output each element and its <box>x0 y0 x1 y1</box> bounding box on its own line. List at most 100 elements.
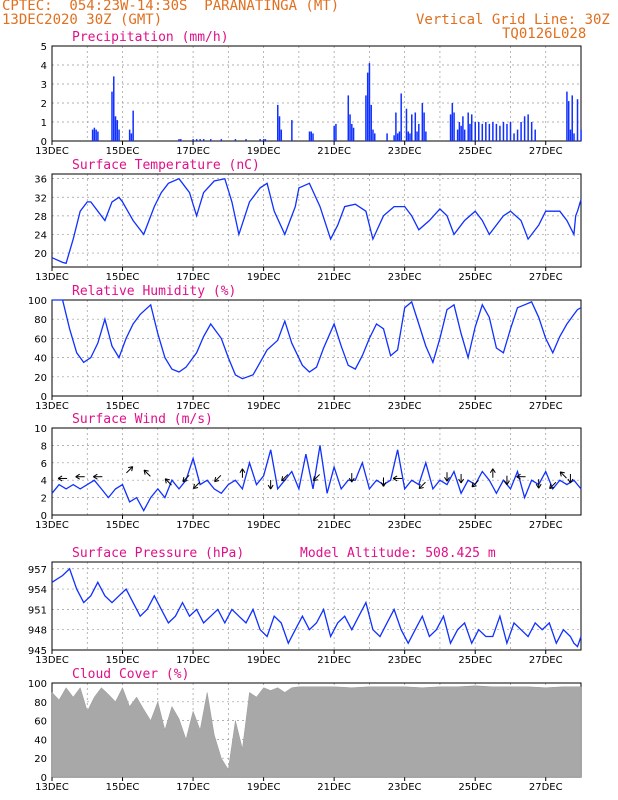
precip-bar <box>277 104 279 141</box>
precip-bar <box>180 139 182 141</box>
wind-line <box>51 445 582 512</box>
precipitation-xtick-label: 27DEC <box>529 146 563 157</box>
cloud-cover-ytick-label: 0 <box>41 773 47 784</box>
precip-bar <box>333 125 335 141</box>
wind-arrow-icon <box>489 468 496 478</box>
precipitation-xtick-label: 13DEC <box>35 146 69 157</box>
pressure-ytick-label: 948 <box>28 626 47 637</box>
humidity-ytick-label: 0 <box>41 392 47 403</box>
precip-bar <box>566 91 568 141</box>
temperature-ytick-label: 36 <box>34 175 47 186</box>
wind-ytick-label: 2 <box>41 494 47 505</box>
precip-bar <box>492 122 494 141</box>
wind-xtick-label: 17DEC <box>176 520 210 531</box>
wind-xtick-label: 23DEC <box>388 520 422 531</box>
precip-bar <box>312 133 314 141</box>
precip-bar <box>423 112 425 141</box>
model-code: TQ0126L028 <box>502 26 587 42</box>
cloud-cover-ytick-label: 60 <box>34 717 47 728</box>
cloud-cover-ytick-label: 100 <box>28 679 47 690</box>
precip-bar <box>488 123 491 141</box>
precipitation-ytick-label: 1 <box>41 118 47 129</box>
precip-bar <box>451 103 454 141</box>
cloud-cover-ytick-label: 40 <box>34 735 47 746</box>
pressure-ytick-label: 945 <box>28 646 47 657</box>
wind-arrow-icon <box>348 473 355 483</box>
wind-arrow-icon <box>312 474 321 482</box>
precip-bar <box>520 122 522 141</box>
temperature-xtick-label: 23DEC <box>388 272 422 283</box>
precip-bar <box>460 125 462 141</box>
wind-arrow-icon <box>93 473 103 480</box>
humidity-xtick-label: 17DEC <box>176 401 210 412</box>
precip-bar <box>365 95 367 141</box>
pressure-xtick-label: 15DEC <box>106 655 140 666</box>
precip-bar <box>474 122 476 141</box>
wind-arrow-icon <box>516 473 526 480</box>
precip-bar <box>351 123 353 141</box>
precip-bar <box>453 112 455 141</box>
precip-bar <box>463 129 466 141</box>
precip-bar <box>195 139 198 141</box>
precip-bar <box>469 123 471 141</box>
humidity-title: Relative Humidity (%) <box>72 284 236 299</box>
precip-bar <box>259 139 261 141</box>
cloud-cover-xtick-label: 19DEC <box>247 782 281 793</box>
precip-bar <box>470 114 473 141</box>
wind-panel: 0 2 4 6 8 10 Surface Wind (m/s) 13DEC 15DEC 17DEC… <box>34 412 582 531</box>
precipitation-ytick-label: 4 <box>41 61 47 72</box>
precip-bar <box>192 139 194 141</box>
precip-bar <box>93 127 96 141</box>
pressure-xtick-label: 19DEC <box>247 655 281 666</box>
pressure-xtick-label: 25DEC <box>458 655 492 666</box>
humidity-ytick-label: 40 <box>34 354 47 365</box>
precip-bar <box>400 93 402 141</box>
cloud-cover-xtick-label: 27DEC <box>529 782 563 793</box>
temperature-xtick-label: 15DEC <box>106 272 140 283</box>
wind-arrow-icon <box>192 481 201 490</box>
precip-bar <box>414 112 417 141</box>
humidity-ytick-label: 60 <box>34 334 47 345</box>
wind-arrow-icon <box>444 472 450 482</box>
wind-arrow-icon <box>182 474 190 483</box>
wind-ytick-label: 4 <box>41 476 47 487</box>
humidity-frame <box>51 299 582 397</box>
precip-bar <box>347 95 350 141</box>
wind-arrow-icon <box>471 480 479 488</box>
pressure-frame <box>51 561 582 651</box>
cloud-cover-panel: 0 20 40 60 80 100 Cloud Cover (%) 13DEC 15DEC 17D… <box>28 667 582 793</box>
precip-bar <box>349 114 351 141</box>
wind-xtick-label: 19DEC <box>247 520 281 531</box>
wind-arrow-icon <box>57 475 68 482</box>
temperature-xtick-label: 25DEC <box>458 272 492 283</box>
temperature-frame <box>51 173 582 268</box>
cloud-cover-xtick-label: 13DEC <box>35 782 69 793</box>
wind-arrow-icon <box>549 481 557 490</box>
pressure-line <box>51 567 582 648</box>
precipitation-ytick-label: 3 <box>41 80 47 91</box>
precip-bar <box>425 131 427 141</box>
wind-ytick-label: 0 <box>41 511 47 522</box>
pressure-panel: 945 948 951 954 957 Surface Pressure (hPa) Mod… <box>28 546 582 666</box>
precipitation-xtick-label: 15DEC <box>106 146 140 157</box>
precipitation-ytick-label: 2 <box>41 99 47 110</box>
wind-arrow-icon <box>504 475 510 485</box>
humidity-ytick-label: 100 <box>28 296 47 307</box>
precip-bar <box>573 133 575 141</box>
precipitation-xtick-label: 19DEC <box>247 146 281 157</box>
humidity-xtick-label: 25DEC <box>458 401 492 412</box>
pressure-xtick-label: 27DEC <box>529 655 563 666</box>
precip-bar <box>372 129 374 141</box>
wind-title: Surface Wind (m/s) <box>72 412 213 427</box>
humidity-xtick-label: 27DEC <box>529 401 563 412</box>
wind-frame <box>51 427 582 516</box>
precip-bar <box>202 139 205 141</box>
wind-arrow-icon <box>126 466 134 474</box>
precip-bar <box>580 129 582 141</box>
wind-xtick-label: 21DEC <box>317 520 351 531</box>
precip-bar <box>567 101 570 141</box>
precip-bar <box>178 139 180 141</box>
precip-bar <box>576 99 579 141</box>
temperature-line <box>51 177 582 265</box>
